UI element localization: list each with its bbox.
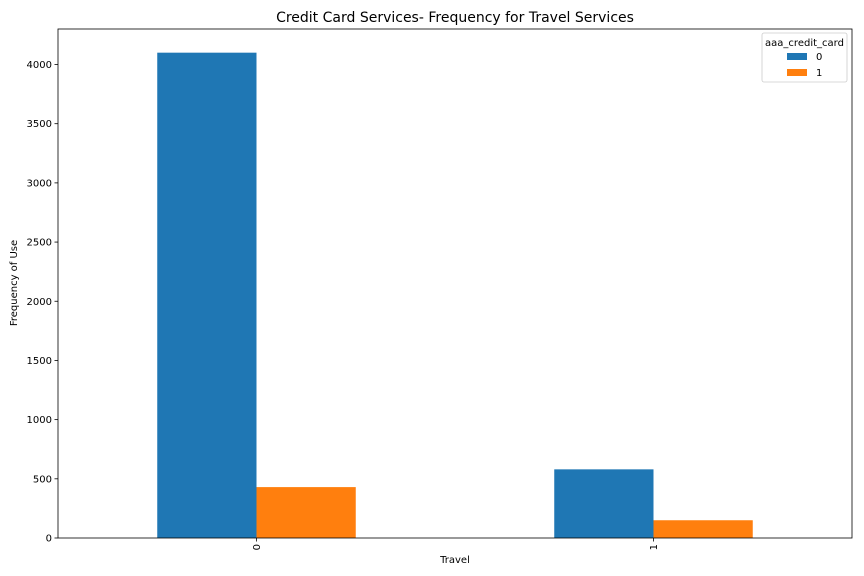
legend-swatch-0 (787, 53, 807, 60)
y-axis: 0 500 1000 1500 2000 2500 3000 3500 4000 (27, 60, 58, 545)
bar-travel-1-series-0 (554, 469, 654, 538)
y-tick-label: 3000 (27, 178, 52, 189)
legend-label-1: 1 (816, 68, 822, 79)
x-tick-label: 1 (649, 544, 660, 550)
y-tick-label: 1500 (27, 356, 52, 367)
bar-travel-0-series-1 (256, 487, 356, 538)
plot-frame (57, 28, 853, 539)
bars-group (157, 52, 753, 539)
legend: aaa_credit_card 0 1 (761, 32, 848, 83)
y-tick-label: 500 (33, 474, 52, 485)
y-tick-label: 1000 (27, 415, 52, 426)
y-tick-label: 2000 (27, 297, 52, 308)
y-axis-title: Frequency of Use (9, 240, 20, 326)
y-tick-label: 4000 (27, 60, 52, 71)
y-tick-label: 3500 (27, 119, 52, 130)
bar-travel-1-series-1 (653, 520, 753, 538)
x-tick-label: 0 (252, 544, 263, 550)
legend-swatch-1 (787, 69, 807, 76)
y-tick-label: 0 (46, 534, 52, 545)
x-axis-title: Travel (439, 555, 470, 566)
y-tick-label: 2500 (27, 238, 52, 249)
chart-title: Credit Card Services- Frequency for Trav… (276, 10, 634, 26)
legend-label-0: 0 (816, 52, 822, 63)
legend-title: aaa_credit_card (765, 38, 844, 49)
bar-travel-0-series-0 (157, 52, 257, 539)
